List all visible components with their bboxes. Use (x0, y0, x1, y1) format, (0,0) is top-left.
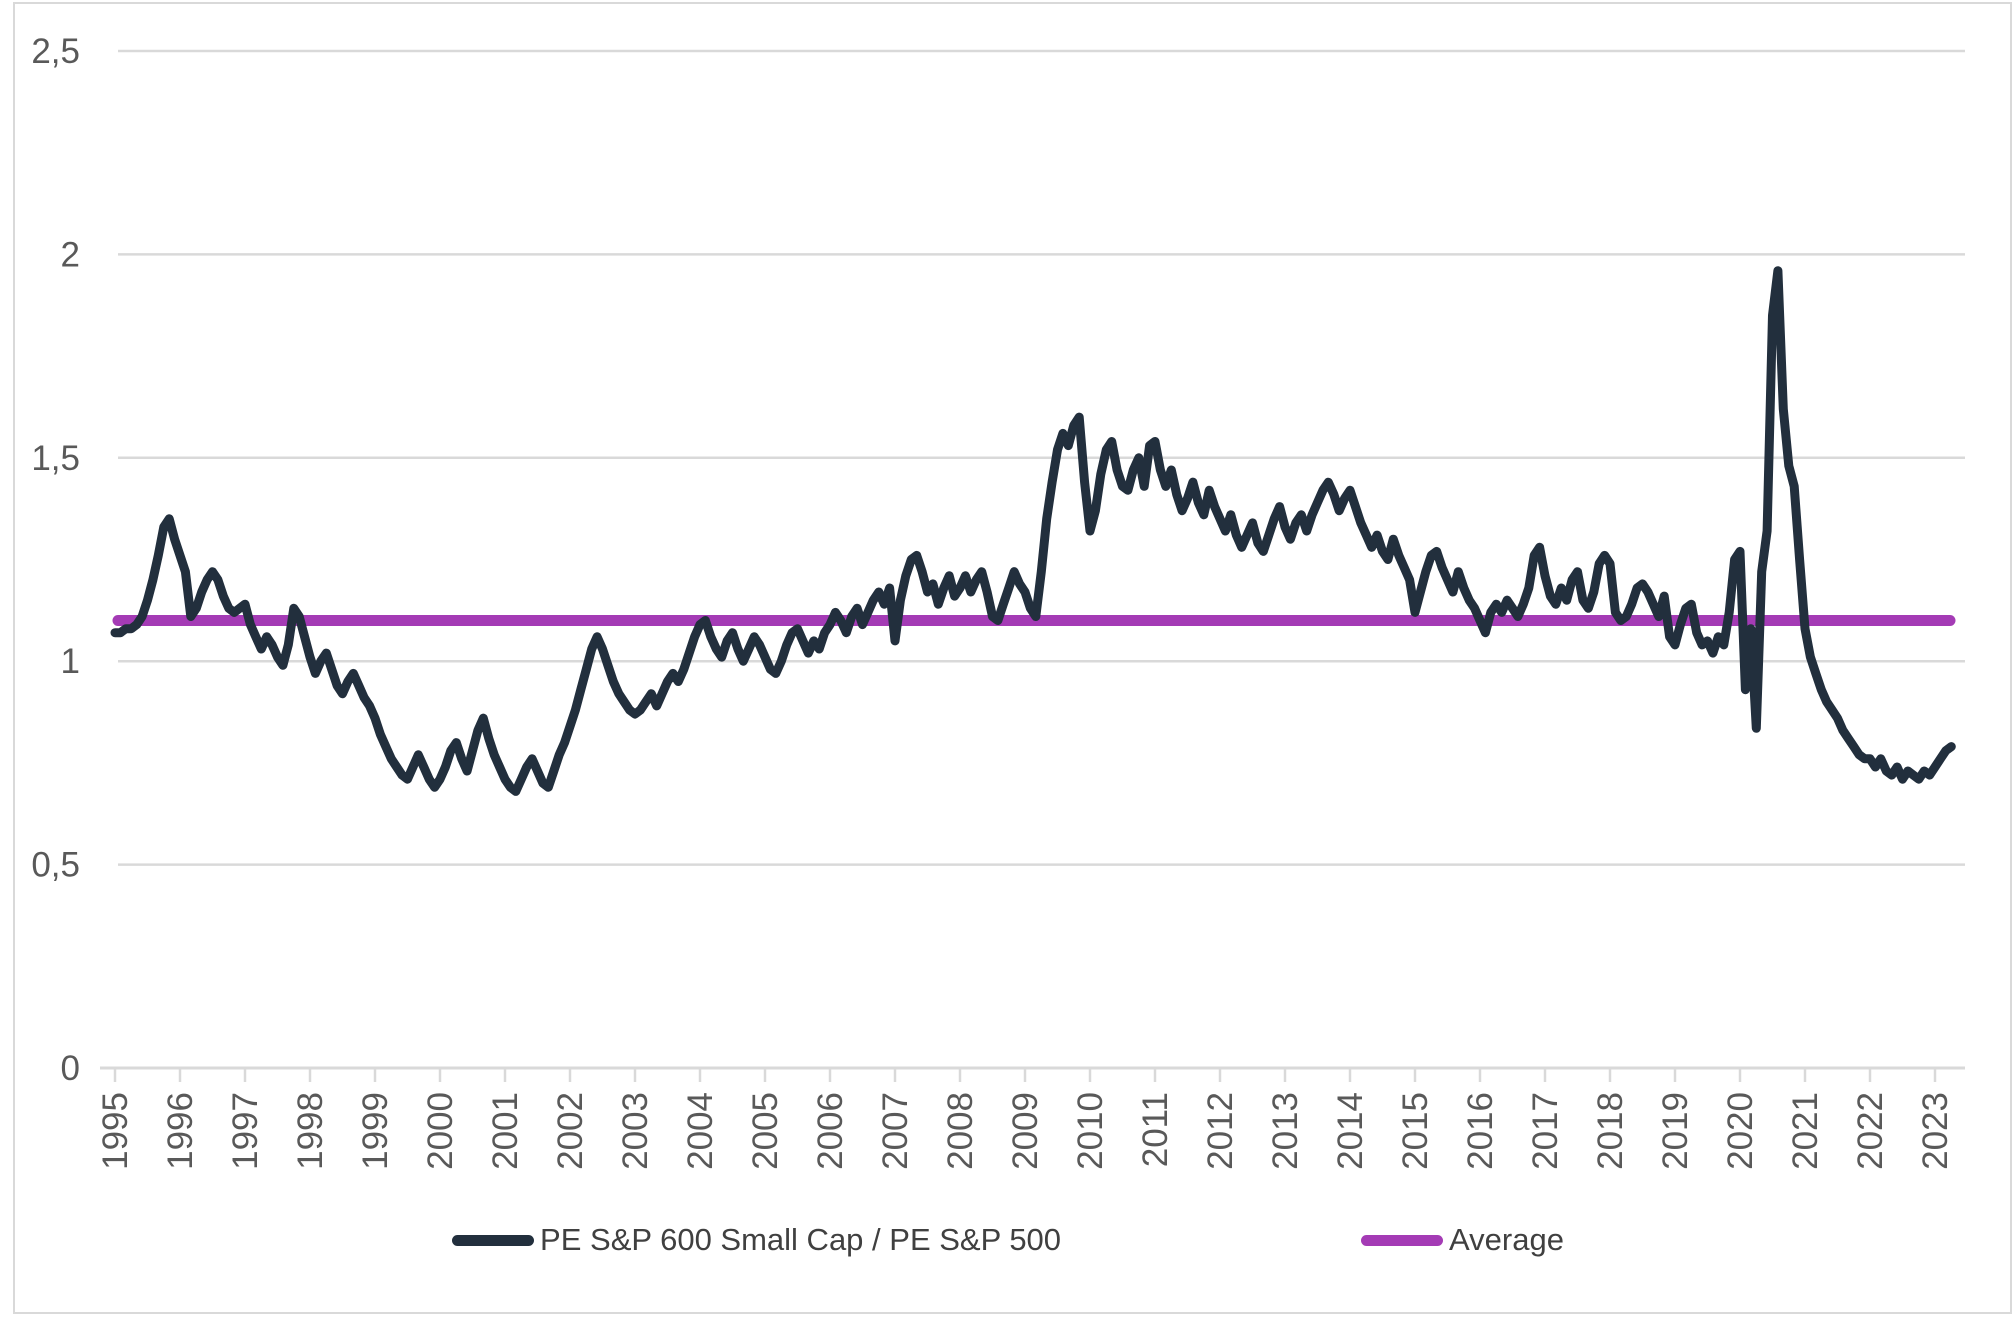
chart-legend: PE S&P 600 Small Cap / PE S&P 500 Averag… (0, 1222, 2016, 1258)
x-tick-label: 1997 (226, 1092, 265, 1170)
x-tick-label: 2005 (746, 1092, 785, 1170)
y-tick-label: 0,5 (31, 846, 80, 885)
y-tick-label: 0 (61, 1049, 80, 1088)
y-tick-label: 2,5 (31, 32, 80, 71)
x-tick-label: 2000 (421, 1092, 460, 1170)
x-tick-label: 1995 (96, 1092, 135, 1170)
x-tick-label: 2015 (1396, 1092, 1435, 1170)
x-tick-label: 2023 (1916, 1092, 1955, 1170)
x-tick-label: 2006 (811, 1092, 850, 1170)
x-tick-label: 2017 (1526, 1092, 1565, 1170)
x-tick-label: 2018 (1591, 1092, 1630, 1170)
x-tick-label: 2002 (551, 1092, 590, 1170)
x-tick-label: 1998 (291, 1092, 330, 1170)
y-tick-label: 1 (61, 642, 80, 681)
x-tick-label: 2003 (616, 1092, 655, 1170)
x-tick-label: 2013 (1266, 1092, 1305, 1170)
x-tick-label: 2001 (486, 1092, 525, 1170)
pe-ratio-series-line (110, 266, 1956, 796)
x-tick-label: 2021 (1786, 1092, 1825, 1170)
x-tick-label: 2009 (1006, 1092, 1045, 1170)
x-tick-label: 2010 (1071, 1092, 1110, 1170)
x-tick-label: 2008 (941, 1092, 980, 1170)
x-tick-label: 2014 (1331, 1092, 1370, 1170)
x-tick-label: 2007 (876, 1092, 915, 1170)
x-tick-label: 1999 (356, 1092, 395, 1170)
x-tick-label: 1996 (161, 1092, 200, 1170)
y-tick-label: 1,5 (31, 439, 80, 478)
legend-label-pe-ratio: PE S&P 600 Small Cap / PE S&P 500 (540, 1222, 1062, 1257)
x-tick-label: 2011 (1136, 1092, 1175, 1167)
legend-item-average[interactable]: Average (1361, 1222, 1564, 1258)
x-tick-label: 2022 (1851, 1092, 1890, 1170)
x-tick-label: 2016 (1461, 1092, 1500, 1170)
y-tick-label: 2 (61, 235, 80, 274)
x-tick-label: 2012 (1201, 1092, 1240, 1170)
average-line-swatch (1361, 1234, 1444, 1246)
x-tick-label: 2019 (1656, 1092, 1695, 1170)
series-line-swatch (452, 1234, 535, 1246)
legend-item-pe-ratio[interactable]: PE S&P 600 Small Cap / PE S&P 500 (452, 1222, 1061, 1258)
x-tick-label: 2020 (1721, 1092, 1760, 1170)
legend-label-average: Average (1449, 1222, 1564, 1257)
x-tick-label: 2004 (681, 1092, 720, 1170)
